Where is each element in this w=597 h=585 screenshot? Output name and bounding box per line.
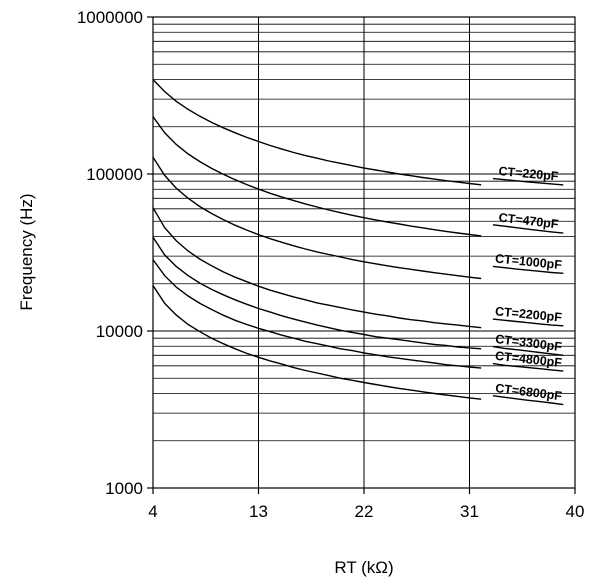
plot-frame [147,16,576,494]
x-axis-title: RT (kΩ) [334,558,393,577]
x-tick-labels: 4 13 22 31 40 [148,502,584,521]
x-tick-label: 22 [355,502,374,521]
series-label: CT=2200pF [494,304,562,324]
series-curves [152,79,564,406]
y-tick-label: 10000 [96,322,143,341]
series-curve [152,259,482,369]
x-tick-label: 31 [460,502,479,521]
series-label: CT=1000pF [494,252,562,273]
x-tick-label: 4 [148,502,157,521]
series-curve-tail [492,177,564,186]
series-curve [152,285,482,400]
series-curve-tail [492,395,564,406]
series-curve-tail [492,362,564,372]
series-label: CT=470pF [498,210,560,231]
series-curve-tail [492,265,564,274]
series-curve-tail [492,224,564,234]
x-tick-label: 40 [566,502,585,521]
y-tick-label: 100000 [86,165,143,184]
series-curve-tail [492,345,564,356]
y-tick-labels: 1000 10000 100000 1000000 [77,8,143,498]
series-curve [152,79,482,186]
series-curve [152,116,482,237]
y-tick-label: 1000 [105,479,143,498]
y-tick-label: 1000000 [77,8,143,27]
grid-lines [152,17,576,489]
x-tick-label: 13 [249,502,268,521]
series-label: CT=220pF [498,164,559,183]
series-curve-tail [492,318,564,327]
y-axis-title: Frequency (Hz) [17,193,36,310]
series-curve [152,236,482,350]
series-curve [152,207,482,329]
series-curve [152,156,482,280]
